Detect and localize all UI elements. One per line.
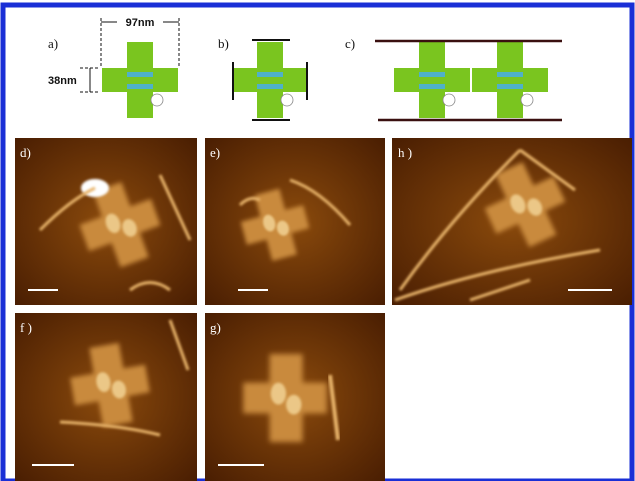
afm-image [392,138,632,305]
width-label: 97nm [126,17,155,29]
afm-image [205,138,385,305]
afm-image [205,313,385,481]
height-label: 38nm [48,75,77,87]
afm-image [15,313,197,481]
panel-label: d) [20,145,31,160]
panel-label: c) [345,36,355,51]
panel-label: g) [210,320,221,335]
afm-image [15,138,197,305]
panel-label: e) [210,145,220,160]
panel-label: a) [48,36,58,51]
panel-label: f ) [20,320,32,335]
panel-label: b) [218,36,229,51]
panel-label: h ) [398,145,412,160]
